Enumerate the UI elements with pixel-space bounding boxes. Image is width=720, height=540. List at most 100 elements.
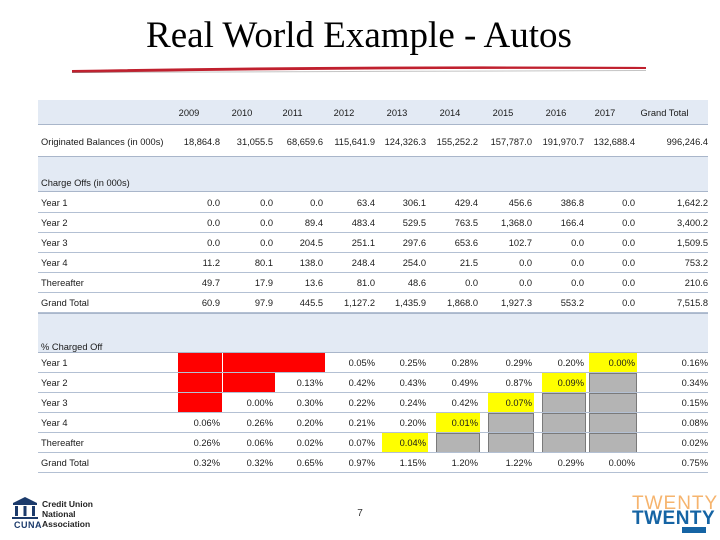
charge-off-value: 1,509.5: [676, 238, 708, 248]
row-divider: [38, 272, 708, 273]
charge-off-value: 1,127.2: [343, 298, 375, 308]
slide-title: Real World Example - Autos: [146, 15, 572, 56]
latest-period-cell: [382, 433, 428, 453]
charge-off-value: 0.0: [519, 278, 532, 288]
pct-value: 0.04%: [399, 438, 426, 448]
charge-off-value: 7,515.8: [676, 298, 708, 308]
charge-offs-section-band: [38, 156, 708, 192]
column-header-2010: 2010: [231, 108, 253, 118]
pct-value: 0.42%: [348, 378, 375, 388]
pct-value: 0.32%: [246, 458, 273, 468]
charge-off-value: 17.9: [254, 278, 273, 288]
charge-off-row-label: Year 3: [41, 238, 68, 248]
charge-off-value: 49.7: [201, 278, 220, 288]
charge-off-value: 204.5: [299, 238, 323, 248]
latest-period-cell: [488, 393, 534, 413]
pct-value: 0.02%: [296, 438, 323, 448]
row-divider: [38, 232, 708, 233]
originated-balances-label: Originated Balances (in 000s): [41, 137, 164, 147]
charge-off-value: 0.0: [207, 238, 220, 248]
pct-value: 0.09%: [557, 378, 584, 388]
pct-row-label: Thereafter: [41, 438, 84, 448]
pct-charged-off-section-label: % Charged Off: [41, 342, 103, 352]
cuna-line-3: Association: [42, 519, 91, 529]
row-divider: [38, 252, 708, 253]
charge-off-value: 0.0: [571, 258, 584, 268]
charge-off-value: 1,435.9: [394, 298, 426, 308]
pct-value: 0.49%: [451, 378, 478, 388]
pct-row-label: Year 2: [41, 378, 68, 388]
charge-off-value: 753.2: [684, 258, 708, 268]
pct-value: 0.29%: [505, 358, 532, 368]
charge-off-value: 529.5: [402, 218, 426, 228]
pct-row-label: Grand Total: [41, 458, 89, 468]
future-period-cell: [542, 393, 586, 413]
pct-row-label: Year 3: [41, 398, 68, 408]
charge-off-value: 1,868.0: [446, 298, 478, 308]
row-divider: [38, 452, 708, 453]
charge-off-value: 48.6: [407, 278, 426, 288]
not-seasoned-cell: [223, 373, 275, 393]
pct-value: 0.00%: [608, 458, 635, 468]
cuna-line-2: National: [42, 509, 76, 519]
pct-value: 0.43%: [399, 378, 426, 388]
auto-charge-off-table: 2009 2010 2011 2012 2013 2014 2015 2016 2017 Gran…: [38, 100, 708, 477]
pct-value: 0.65%: [296, 458, 323, 468]
charge-off-value: 553.2: [560, 298, 584, 308]
column-header-2013: 2013: [386, 108, 408, 118]
charge-off-value: 0.0: [622, 278, 635, 288]
row-divider: [38, 432, 708, 433]
pct-value: 0.15%: [681, 398, 708, 408]
charge-off-value: 0.0: [310, 198, 323, 208]
pct-value: 0.42%: [451, 398, 478, 408]
pct-charged-off-section-band: [38, 313, 708, 353]
originated-value: 191,970.7: [542, 137, 584, 147]
charge-off-value: 0.0: [207, 198, 220, 208]
charge-off-value: 102.7: [508, 238, 532, 248]
column-header-2014: 2014: [439, 108, 461, 118]
pct-value: 0.06%: [193, 418, 220, 428]
pct-row-label: Year 1: [41, 358, 68, 368]
pct-value: 1.20%: [451, 458, 478, 468]
charge-off-value: 0.0: [622, 258, 635, 268]
charge-offs-section-label: Charge Offs (in 000s): [41, 178, 130, 188]
charge-off-value: 429.4: [454, 198, 478, 208]
charge-off-value: 138.0: [299, 258, 323, 268]
column-header-2016: 2016: [545, 108, 567, 118]
cuna-logo: [10, 496, 110, 536]
charge-off-value: 0.0: [260, 238, 273, 248]
future-period-cell: [542, 413, 586, 433]
originated-value: 132,688.4: [593, 137, 635, 147]
cuna-wordmark: CUNA: [14, 520, 42, 530]
pct-value: 0.07%: [348, 438, 375, 448]
charge-off-value: 0.0: [260, 218, 273, 228]
row-divider: [38, 472, 708, 473]
pct-row-label: Year 4: [41, 418, 68, 428]
future-period-cell: [488, 413, 534, 433]
row-divider: [38, 372, 708, 373]
pct-value: 0.02%: [681, 438, 708, 448]
pct-value: 0.20%: [399, 418, 426, 428]
charge-off-value: 81.0: [356, 278, 375, 288]
title-underline: [72, 66, 646, 73]
charge-off-value: 21.5: [459, 258, 478, 268]
charge-off-value: 254.0: [402, 258, 426, 268]
row-divider: [38, 292, 708, 293]
originated-value: 115,641.9: [334, 137, 375, 147]
column-header-2009: 2009: [178, 108, 200, 118]
pct-value: 0.21%: [348, 418, 375, 428]
pct-value: 0.25%: [399, 358, 426, 368]
charge-off-value: 0.0: [519, 258, 532, 268]
column-header-2015: 2015: [492, 108, 514, 118]
charge-off-value: 653.6: [454, 238, 478, 248]
charge-off-value: 97.9: [254, 298, 273, 308]
charge-off-value: 0.0: [260, 198, 273, 208]
pct-value: 1.22%: [505, 458, 532, 468]
charge-off-value: 13.6: [304, 278, 323, 288]
pct-value: 0.87%: [505, 378, 532, 388]
column-header-2011: 2011: [282, 108, 303, 118]
future-period-cell: [542, 433, 586, 453]
pct-value: 0.97%: [348, 458, 375, 468]
pct-value: 0.22%: [348, 398, 375, 408]
row-divider: [38, 412, 708, 413]
